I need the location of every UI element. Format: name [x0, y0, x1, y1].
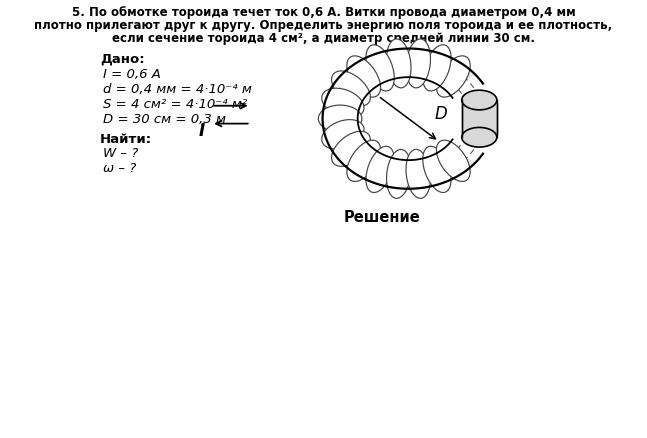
Ellipse shape [437, 56, 470, 97]
Text: Дано:: Дано: [100, 53, 144, 66]
Ellipse shape [318, 105, 362, 132]
FancyBboxPatch shape [462, 105, 497, 137]
FancyBboxPatch shape [462, 100, 497, 133]
Text: Найти:: Найти: [100, 133, 152, 145]
Ellipse shape [322, 88, 364, 118]
Ellipse shape [366, 146, 394, 193]
Ellipse shape [366, 45, 394, 91]
Text: D = 30 см = 0,3 м: D = 30 см = 0,3 м [104, 113, 226, 126]
Text: I = 0,6 A: I = 0,6 A [104, 68, 161, 81]
Ellipse shape [331, 131, 370, 166]
Ellipse shape [462, 90, 497, 110]
Ellipse shape [386, 39, 411, 88]
Text: W – ?: W – ? [104, 148, 138, 160]
Ellipse shape [386, 149, 411, 198]
Ellipse shape [422, 45, 451, 91]
Ellipse shape [462, 127, 497, 147]
Ellipse shape [437, 140, 470, 181]
Ellipse shape [331, 71, 370, 106]
Ellipse shape [347, 140, 380, 181]
Ellipse shape [406, 39, 430, 88]
Text: d = 0,4 мм = 4·10⁻⁴ м: d = 0,4 мм = 4·10⁻⁴ м [104, 83, 252, 96]
Text: I: I [199, 122, 205, 140]
Text: если сечение тороида 4 см², а диаметр средней линии 30 см.: если сечение тороида 4 см², а диаметр ср… [112, 32, 535, 45]
Text: ω – ?: ω – ? [104, 162, 137, 175]
Ellipse shape [323, 49, 494, 189]
Ellipse shape [322, 120, 364, 149]
Text: плотно прилегают друг к другу. Определить энергию поля тороида и ее плотность,: плотно прилегают друг к другу. Определит… [34, 19, 613, 32]
Ellipse shape [406, 149, 430, 198]
Ellipse shape [358, 77, 459, 160]
Text: D: D [435, 105, 448, 123]
Text: Решение: Решение [344, 210, 421, 225]
Wedge shape [441, 63, 508, 175]
Text: 5. По обмотке тороида течет ток 0,6 А. Витки провода диаметром 0,4 мм: 5. По обмотке тороида течет ток 0,6 А. В… [72, 7, 575, 19]
Ellipse shape [422, 146, 451, 193]
Text: S = 4 см² = 4·10⁻⁴ м²: S = 4 см² = 4·10⁻⁴ м² [104, 98, 248, 111]
Ellipse shape [347, 56, 380, 97]
